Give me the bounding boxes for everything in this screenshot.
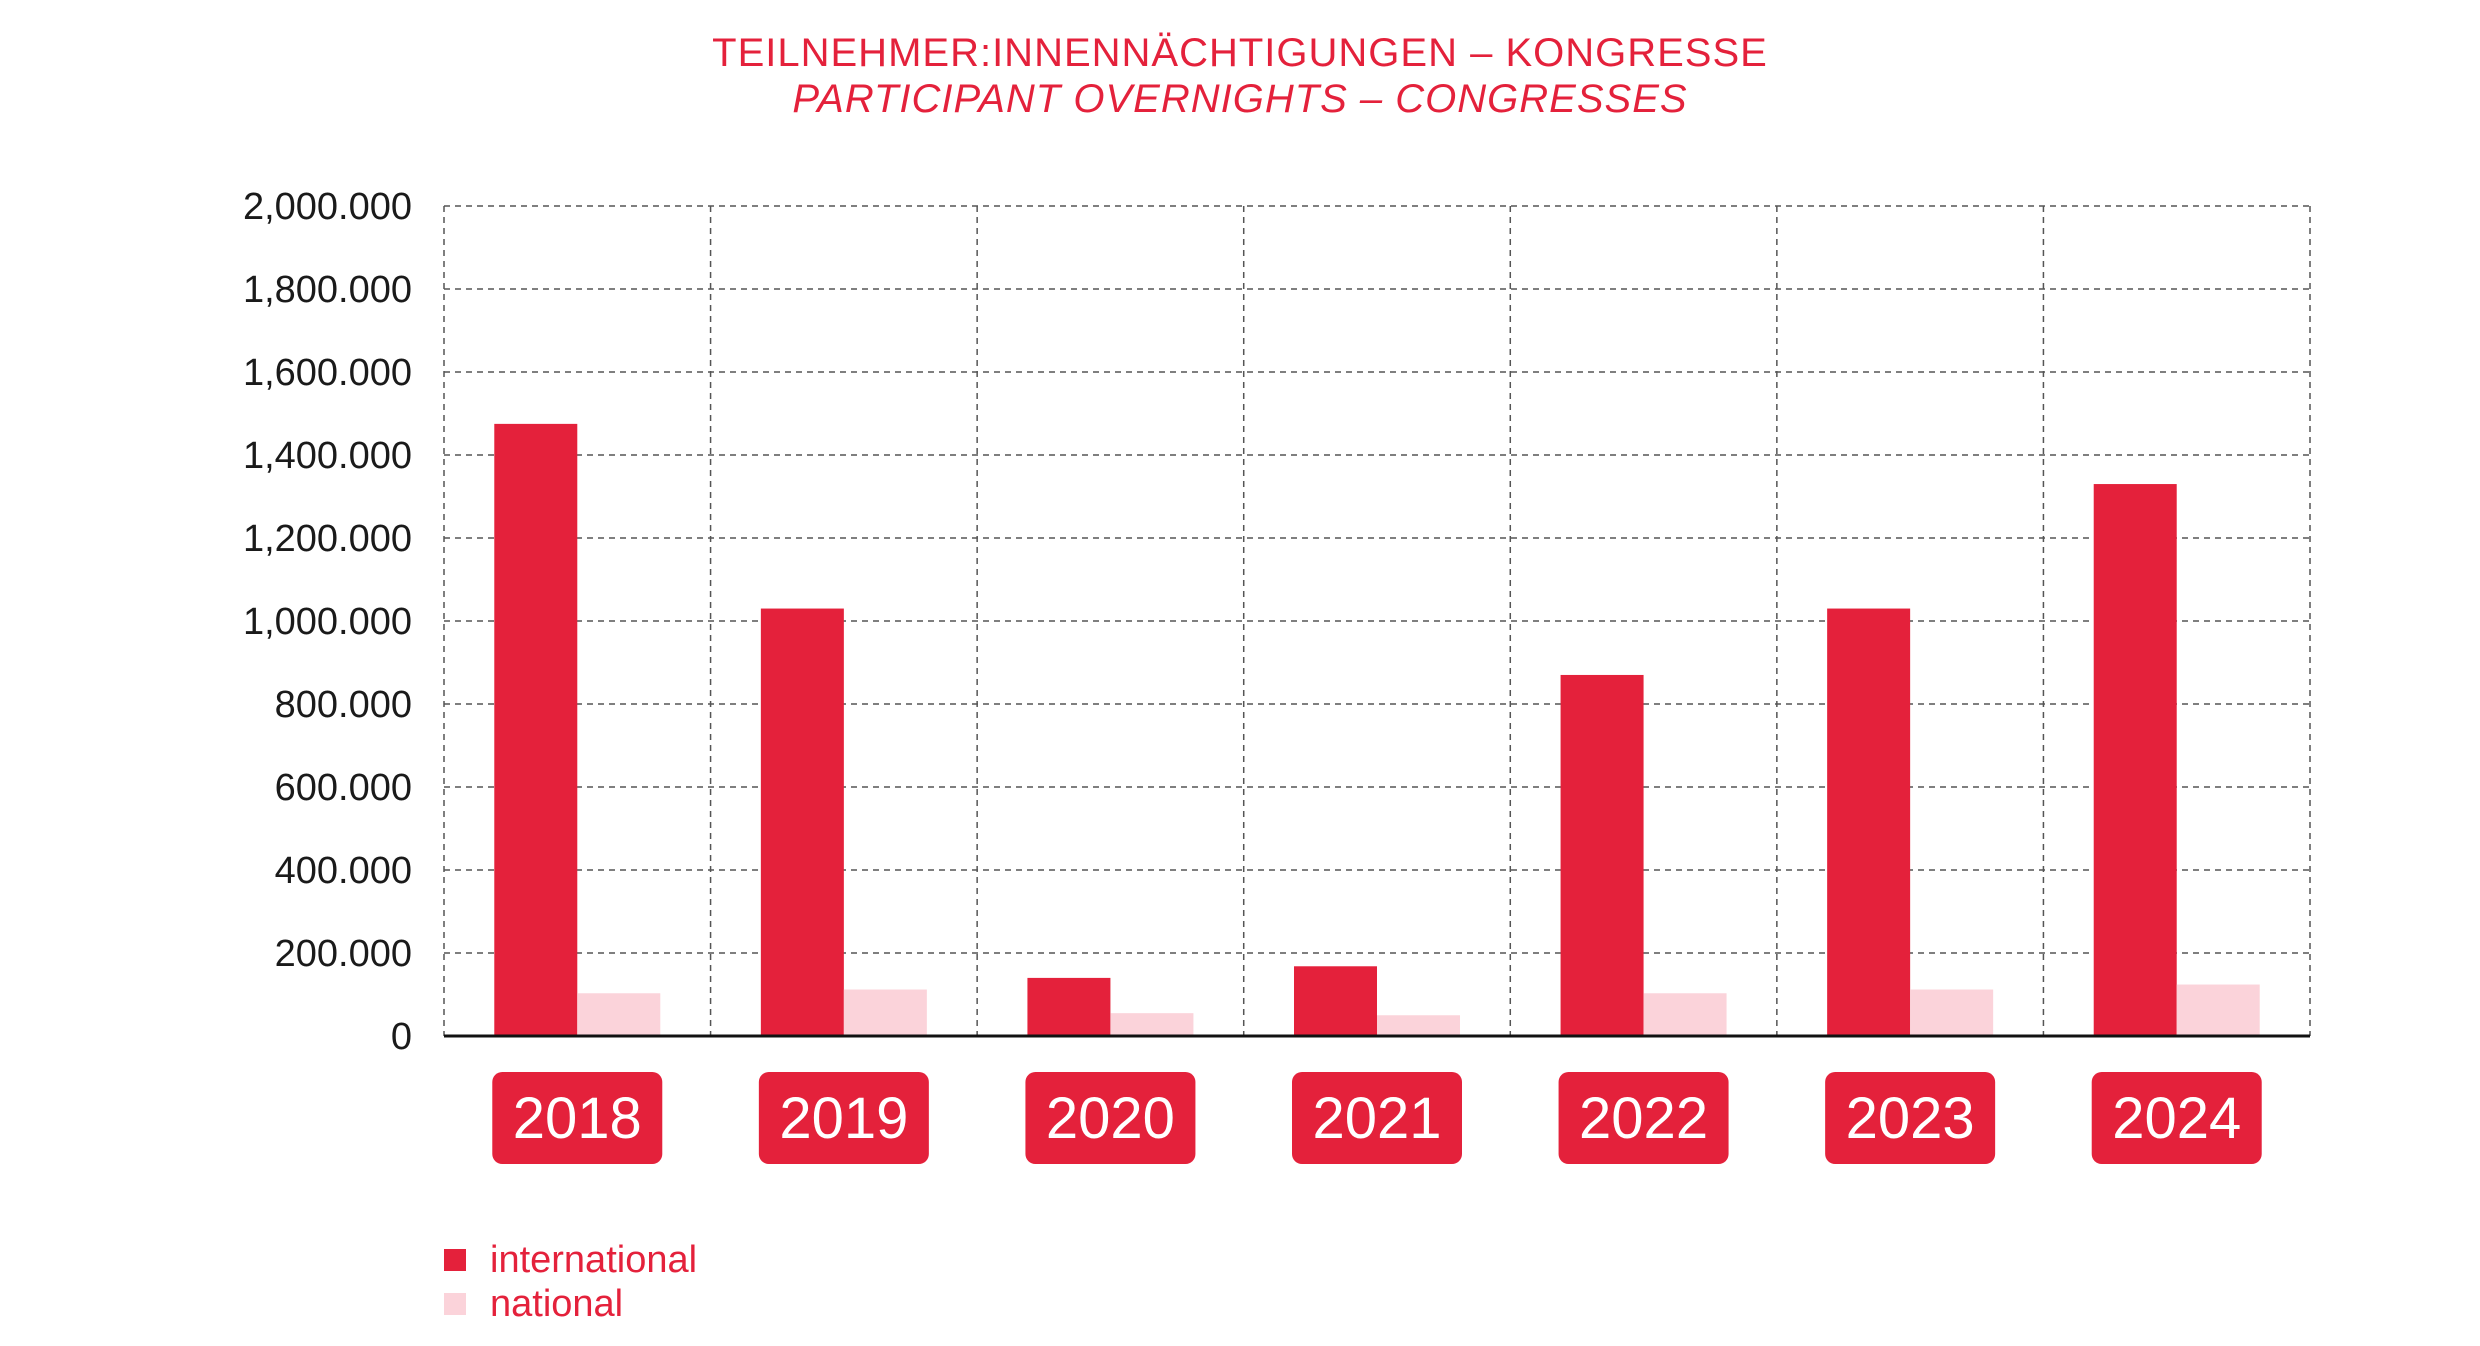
y-tick-label: 0 [391, 1016, 412, 1058]
y-tick-label: 600.000 [275, 767, 412, 809]
legend: international national [444, 1238, 697, 1326]
bar-national-2018 [577, 993, 661, 1036]
x-tick-box-2020 [1025, 1072, 1196, 1164]
bar-national-2023 [1910, 989, 1994, 1036]
chart-title-block: TEILNEHMER:INNENNÄCHTIGUNGEN – KONGRESSE… [0, 30, 2480, 122]
legend-label-international: international [490, 1238, 698, 1281]
bar-national-2019 [843, 989, 927, 1036]
y-tick-label: 2,000.000 [243, 186, 412, 228]
y-tick-label: 1,200.000 [243, 518, 412, 560]
x-tick-box-2021 [1292, 1072, 1462, 1164]
bar-international-2023 [1827, 608, 1911, 1036]
x-tick-label: 2021 [1312, 1086, 1441, 1151]
bar-national-2021 [1377, 1015, 1460, 1036]
x-tick-box-2018 [492, 1072, 663, 1164]
bar-national-2024 [2176, 984, 2260, 1036]
bar-international-2024 [2093, 484, 2177, 1036]
y-tick-label: 200.000 [275, 933, 412, 975]
x-tick-label: 2023 [1846, 1086, 1975, 1151]
y-tick-label: 1,600.000 [243, 352, 412, 394]
y-tick-label: 1,400.000 [243, 435, 412, 477]
bar-international-2021 [1294, 966, 1377, 1036]
y-tick-label: 800.000 [275, 684, 412, 726]
chart-subtitle: PARTICIPANT OVERNIGHTS – CONGRESSES [792, 77, 1688, 121]
y-tick-label: 1,000.000 [243, 601, 412, 643]
legend-item-international: international [444, 1238, 697, 1282]
x-tick-label: 2020 [1046, 1086, 1175, 1151]
bar-international-2018 [494, 423, 578, 1036]
x-tick-box-2024 [2091, 1072, 2262, 1164]
x-tick-label: 2024 [2112, 1086, 2241, 1151]
y-tick-label: 1,800.000 [243, 269, 412, 311]
bar-international-2020 [1027, 977, 1111, 1036]
chart-title: TEILNEHMER:INNENNÄCHTIGUNGEN – KONGRESSE [712, 31, 1768, 75]
legend-swatch-international [444, 1249, 466, 1271]
x-tick-box-2022 [1558, 1072, 1729, 1164]
legend-label-national: national [490, 1282, 624, 1325]
bar-international-2019 [760, 608, 844, 1036]
bar-international-2022 [1560, 674, 1644, 1036]
x-tick-label: 2022 [1579, 1086, 1708, 1151]
y-tick-label: 400.000 [275, 850, 412, 892]
bar-national-2020 [1110, 1013, 1194, 1036]
x-tick-label: 2018 [513, 1086, 642, 1151]
x-tick-box-2023 [1825, 1072, 1996, 1164]
x-tick-label: 2019 [779, 1086, 908, 1151]
legend-swatch-national [444, 1293, 466, 1315]
x-tick-box-2019 [758, 1072, 929, 1164]
legend-item-national: national [444, 1282, 697, 1326]
bar-national-2022 [1643, 993, 1727, 1036]
